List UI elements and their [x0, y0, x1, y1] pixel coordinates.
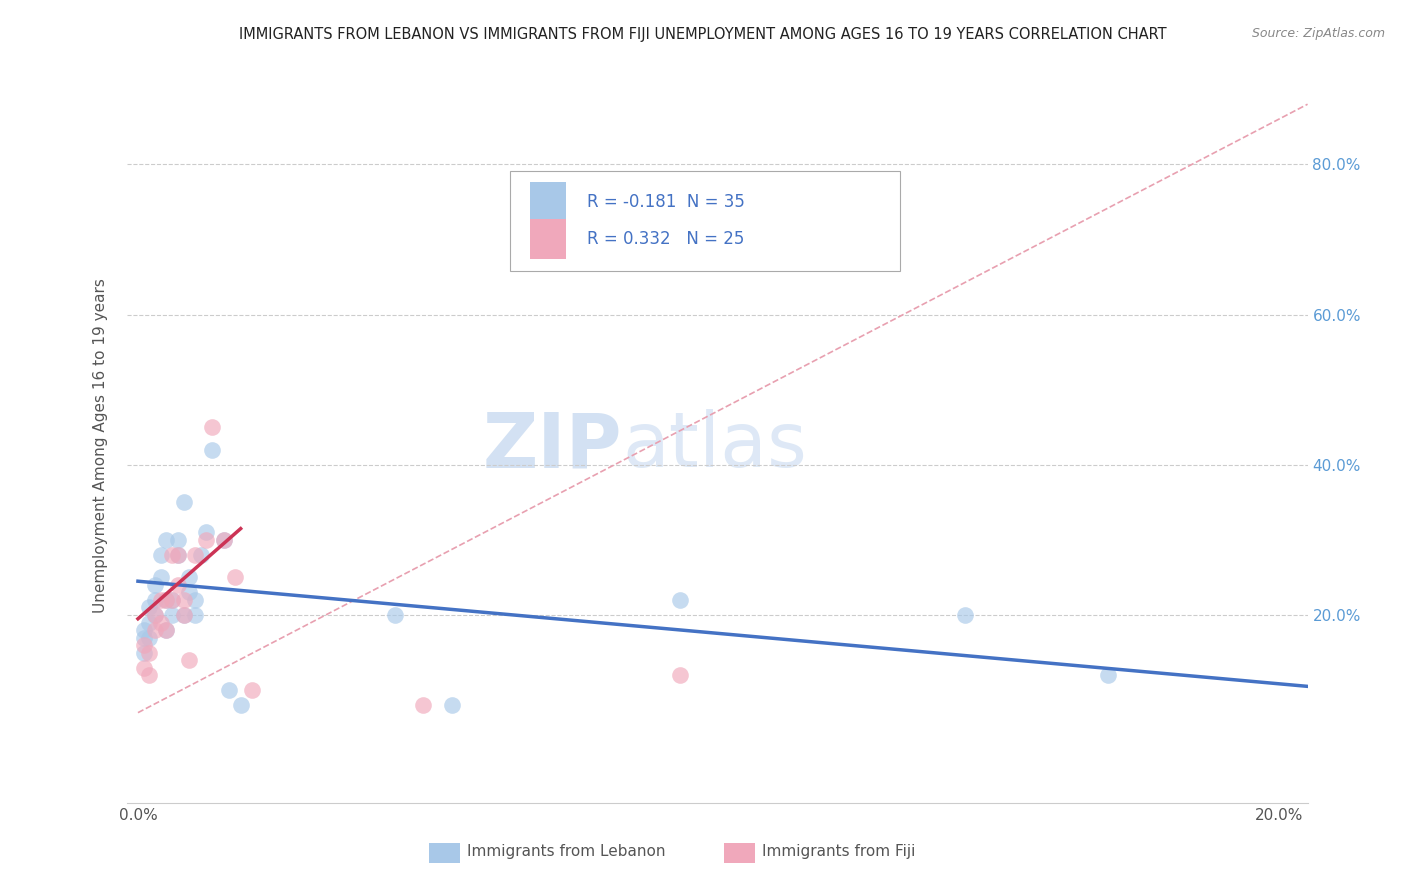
Bar [530, 182, 565, 221]
Text: R = -0.181  N = 35: R = -0.181 N = 35 [588, 193, 745, 211]
Text: Immigrants from Lebanon: Immigrants from Lebanon [467, 845, 665, 859]
Text: Immigrants from Fiji: Immigrants from Fiji [762, 845, 915, 859]
Y-axis label: Unemployment Among Ages 16 to 19 years: Unemployment Among Ages 16 to 19 years [93, 278, 108, 614]
FancyBboxPatch shape [510, 171, 900, 271]
Text: atlas: atlas [623, 409, 807, 483]
Text: R = 0.332   N = 25: R = 0.332 N = 25 [588, 230, 745, 248]
Text: ZIP: ZIP [484, 409, 623, 483]
Bar [530, 219, 565, 259]
Text: Source: ZipAtlas.com: Source: ZipAtlas.com [1251, 27, 1385, 40]
Text: IMMIGRANTS FROM LEBANON VS IMMIGRANTS FROM FIJI UNEMPLOYMENT AMONG AGES 16 TO 19: IMMIGRANTS FROM LEBANON VS IMMIGRANTS FR… [239, 27, 1167, 42]
